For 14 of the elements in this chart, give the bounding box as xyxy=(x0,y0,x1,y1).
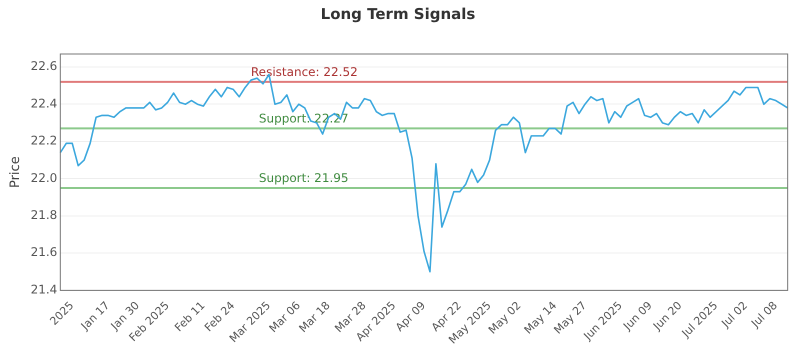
y-tick-label: 22.6 xyxy=(30,59,58,74)
x-tick-label: Apr 09 xyxy=(393,298,428,334)
y-tick-label: 21.4 xyxy=(30,282,58,296)
y-tick-label: 22.4 xyxy=(30,96,58,110)
y-tick-label: 22.2 xyxy=(30,134,58,148)
y-tick-label: 22.0 xyxy=(30,170,58,185)
chart-title: Long Term Signals xyxy=(320,4,476,23)
x-tick-label: Jul 02 xyxy=(718,298,750,331)
ref-line-label: Resistance: 22.52 xyxy=(250,65,358,80)
x-tick-label: Jul 08 xyxy=(748,298,780,331)
y-tick-label: 21.6 xyxy=(30,245,58,260)
y-tick-label: 21.8 xyxy=(30,208,58,222)
y-axis-title: Price xyxy=(8,156,24,188)
ref-line-label: Support: 21.95 xyxy=(258,171,349,186)
